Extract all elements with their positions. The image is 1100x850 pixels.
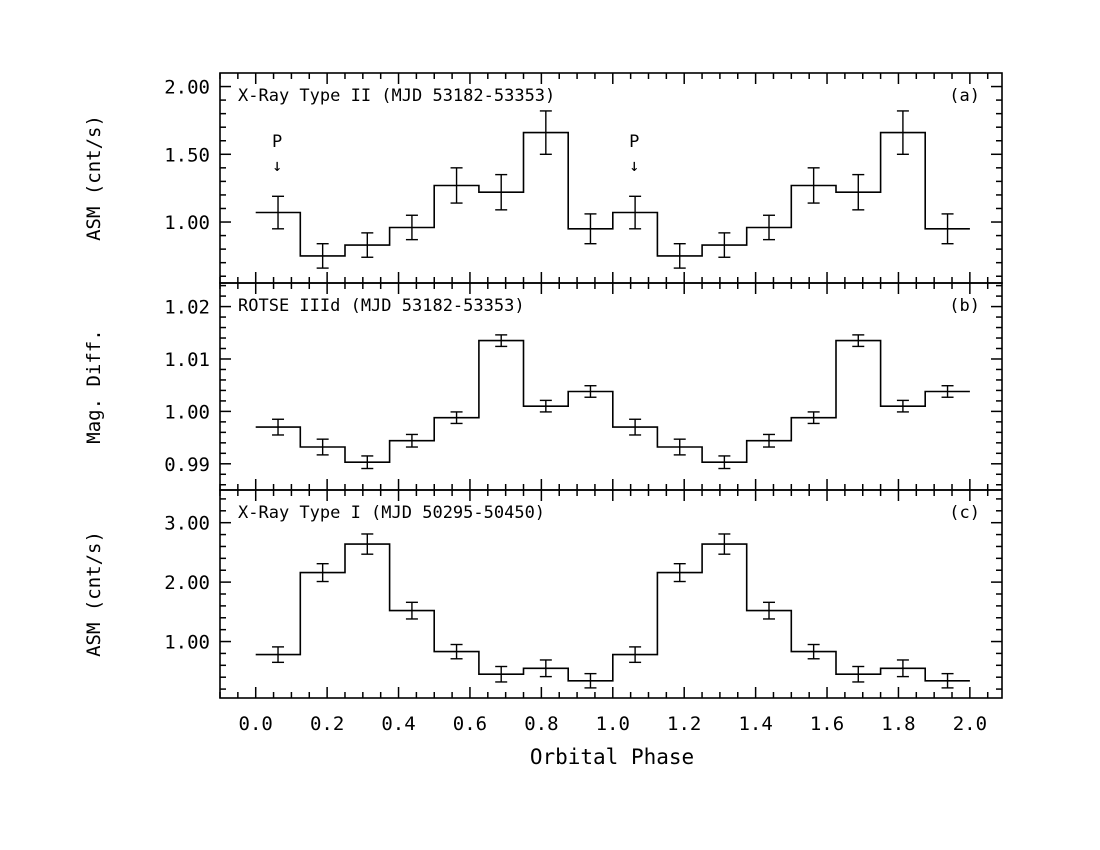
- error-bar: [807, 643, 820, 660]
- error-bar: [763, 214, 776, 241]
- error-bar: [896, 659, 909, 678]
- panel-title: X-Ray Type II (MJD 53182-53353): [238, 86, 555, 106]
- panel-title: X-Ray Type I (MJD 50295-50450): [238, 503, 545, 523]
- error-bar: [450, 411, 463, 425]
- x-tick-label: 0.6: [453, 713, 487, 735]
- panel-c: 1.00 2.00 3.00 ASM (cnt/s) X-Ray Type I (MJD…: [83, 489, 1003, 735]
- error-bar: [896, 399, 909, 413]
- error-bar: [405, 601, 418, 620]
- y-axis-label: ASM (cnt/s): [83, 531, 105, 657]
- error-bar: [673, 438, 686, 456]
- error-bar: [361, 455, 374, 470]
- down-arrow-icon: ↓: [629, 156, 639, 176]
- y-tick-label: 0.99: [164, 454, 210, 476]
- x-tick-label: 1.4: [738, 713, 772, 735]
- error-bar: [852, 334, 865, 348]
- step-line: [255, 131, 970, 257]
- error-bar: [405, 214, 418, 241]
- down-arrow-icon: ↓: [272, 156, 282, 176]
- panel-tag: (a): [949, 86, 980, 106]
- y-tick-label: 1.00: [164, 632, 210, 654]
- error-bar: [763, 433, 776, 448]
- error-bar: [673, 562, 686, 583]
- error-bar: [718, 533, 731, 555]
- error-bar: [763, 601, 776, 620]
- error-bar: [584, 672, 597, 689]
- error-bar: [495, 173, 508, 211]
- error-bar: [896, 110, 909, 155]
- periastron-marker-label: P: [272, 132, 282, 152]
- panel-tag: (b): [949, 296, 980, 316]
- x-tick-label: 1.2: [667, 713, 701, 735]
- y-tick-label: 1.01: [164, 349, 210, 371]
- panel-title: ROTSE IIId (MJD 53182-53353): [238, 296, 525, 316]
- error-bar: [941, 385, 954, 398]
- error-bar: [361, 533, 374, 555]
- error-bar: [272, 418, 285, 436]
- x-tick-label: 1.6: [810, 713, 844, 735]
- error-bar: [539, 399, 552, 413]
- error-bar: [852, 173, 865, 211]
- panel-tag: (c): [949, 503, 980, 523]
- y-tick-label: 3.00: [164, 513, 210, 535]
- x-tick-label: 1.8: [881, 713, 915, 735]
- error-bar: [450, 167, 463, 204]
- error-bar: [629, 418, 642, 436]
- x-tick-label: 0.8: [524, 713, 558, 735]
- error-bar: [718, 232, 731, 258]
- y-tick-label: 2.00: [164, 77, 210, 99]
- error-bar: [539, 659, 552, 678]
- y-tick-label: 1.02: [164, 297, 210, 319]
- error-bar: [852, 665, 865, 683]
- y-tick-label: 1.00: [164, 212, 210, 234]
- error-bar: [807, 167, 820, 204]
- x-tick-label: 1.0: [596, 713, 630, 735]
- error-bar: [629, 195, 642, 230]
- panel-b: 0.99 1.00 1.01 1.02 Mag. Diff. ROTSE IIId (MJ…: [83, 282, 1003, 491]
- error-bar: [316, 243, 329, 269]
- error-bar: [405, 433, 418, 448]
- x-tick-label: 0.0: [239, 713, 273, 735]
- error-bar: [450, 643, 463, 660]
- y-tick-label: 1.00: [164, 401, 210, 423]
- error-bar: [673, 243, 686, 269]
- chart-panels: 1.00 1.50 2.00 ASM (cnt/s) X-Ray Type II (MJ…: [83, 72, 1003, 735]
- error-bar: [316, 438, 329, 456]
- step-line: [255, 339, 970, 463]
- panel-a: 1.00 1.50 2.00 ASM (cnt/s) X-Ray Type II (MJ…: [83, 72, 1003, 284]
- error-bar: [272, 646, 285, 664]
- x-tick-label: 0.4: [381, 713, 415, 735]
- error-bar: [584, 213, 597, 245]
- error-bar: [316, 562, 329, 583]
- error-bar: [629, 646, 642, 664]
- error-bar: [718, 455, 731, 470]
- error-bar: [807, 411, 820, 425]
- error-bar: [584, 385, 597, 398]
- error-bar: [272, 195, 285, 230]
- y-axis-label: ASM (cnt/s): [83, 115, 105, 241]
- y-tick-label: 2.00: [164, 572, 210, 594]
- error-bar: [539, 110, 552, 155]
- error-bar: [941, 672, 954, 689]
- periastron-marker-label: P: [629, 132, 639, 152]
- error-bar: [361, 232, 374, 258]
- error-bar: [495, 665, 508, 683]
- error-bar: [941, 213, 954, 245]
- step-line: [255, 543, 970, 682]
- x-tick-label: 2.0: [953, 713, 987, 735]
- x-tick-label: 0.2: [310, 713, 344, 735]
- y-axis-label: Mag. Diff.: [83, 329, 105, 443]
- error-bar: [495, 334, 508, 348]
- y-tick-label: 1.50: [164, 144, 210, 166]
- x-axis-label: Orbital Phase: [530, 745, 694, 769]
